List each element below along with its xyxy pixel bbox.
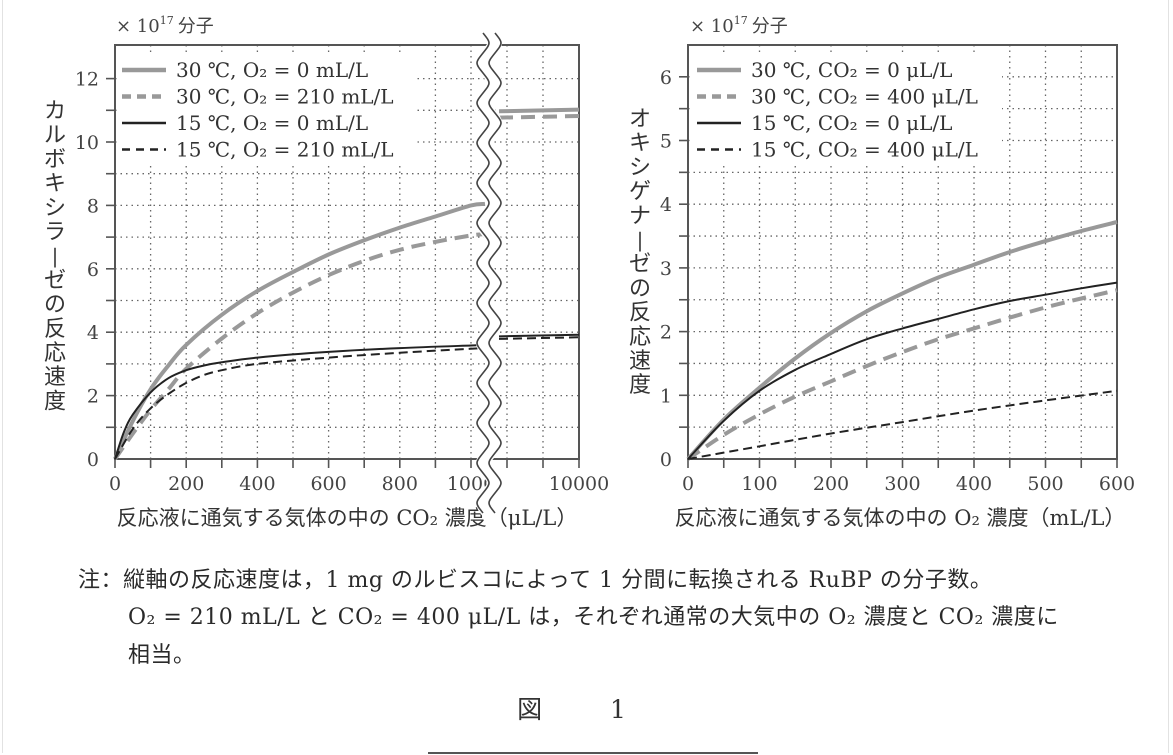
y-axis-title-char: ゼ bbox=[629, 252, 651, 277]
x-tick-label: 100 bbox=[741, 473, 777, 495]
y-tick-label: 5 bbox=[660, 131, 672, 153]
x-tick-label: 400 bbox=[956, 473, 992, 495]
x-tick-label: 800 bbox=[382, 473, 418, 495]
x-axis-title: 反応液に通気する気体の中の CO₂ 濃度（μL/L） bbox=[117, 506, 578, 530]
y-axis-title-char: 応 bbox=[629, 325, 651, 350]
x-tick-label: 0 bbox=[682, 473, 694, 495]
series-line bbox=[113, 232, 486, 461]
y-axis-title-char: ボ bbox=[44, 147, 66, 172]
legend-label: 30 ℃, CO₂ = 400 μL/L bbox=[751, 85, 978, 109]
series-line bbox=[687, 281, 1118, 460]
note-line-3: 相当。 bbox=[128, 643, 196, 668]
y-tick-label: 6 bbox=[87, 259, 99, 281]
series-line bbox=[687, 389, 1118, 460]
legend-label: 30 ℃, O₂ = 0 mL/L bbox=[176, 58, 368, 82]
x-tick-label: 300 bbox=[884, 473, 920, 495]
y-tick-label: 0 bbox=[660, 449, 672, 471]
y-axis-title-char: カ bbox=[44, 99, 66, 124]
y-axis-title-char: 反 bbox=[629, 301, 651, 326]
note-line-1: 注：縦軸の反応速度は，1 mg のルビスコによって 1 分間に転換される RuB… bbox=[78, 568, 993, 593]
axis-break-band bbox=[476, 28, 502, 518]
y-axis-title-char: 速 bbox=[44, 365, 66, 390]
y-axis-title-char: ル bbox=[44, 123, 66, 148]
legend-label: 15 ℃, O₂ = 0 mL/L bbox=[176, 111, 368, 135]
y-axis-title-char: 度 bbox=[629, 373, 651, 398]
legend-label: 15 ℃, CO₂ = 0 μL/L bbox=[751, 111, 952, 135]
y-axis-title-char: ゲ bbox=[629, 180, 651, 205]
series-line-tail bbox=[498, 336, 580, 340]
y-tick-label: 4 bbox=[87, 322, 99, 344]
y-axis-title-char: の bbox=[629, 276, 651, 301]
y-tick-label: 2 bbox=[87, 386, 99, 408]
y-axis-title-char: ゼ bbox=[44, 268, 66, 293]
legend-label: 30 ℃, CO₂ = 0 μL/L bbox=[751, 58, 952, 82]
legend-label: 30 ℃, O₂ = 210 mL/L bbox=[176, 85, 394, 109]
unit-label: × 1017 分子 bbox=[690, 14, 788, 37]
x-tick-label: 600 bbox=[1099, 473, 1135, 495]
series-line-tail bbox=[498, 107, 580, 114]
x-tick-label: 200 bbox=[168, 473, 204, 495]
note-line-2: O₂ = 210 mL/L と CO₂ = 400 μL/L は，それぞれ通常の… bbox=[128, 605, 1059, 630]
series-line-tail bbox=[498, 114, 580, 120]
legend-panel bbox=[692, 52, 1002, 164]
y-tick-label: 8 bbox=[87, 195, 99, 217]
y-tick-label: 1 bbox=[660, 385, 672, 407]
y-axis-title-char: ラ bbox=[44, 220, 66, 245]
y-tick-label: 12 bbox=[75, 69, 99, 91]
x-tick-label: 600 bbox=[310, 473, 346, 495]
series-line bbox=[114, 347, 486, 460]
x-axis-title: 反応液に通気する気体の中の O₂ 濃度（mL/L） bbox=[675, 506, 1126, 530]
series-line bbox=[114, 344, 486, 460]
x-tick-label: 200 bbox=[813, 473, 849, 495]
oxygenase-chart: 0 1 2 3 4 5 6 0 100 200 300 400 500 600 × 1017 分子オキシゲナ|… bbox=[629, 14, 1135, 530]
x-tick-label: 10000 bbox=[549, 473, 609, 495]
legend-label: 15 ℃, O₂ = 210 mL/L bbox=[176, 138, 394, 162]
y-tick-label: 3 bbox=[660, 258, 672, 280]
y-axis-title-char: 速 bbox=[629, 349, 651, 374]
y-axis-title-char: キ bbox=[44, 172, 66, 197]
y-axis-title-char: シ bbox=[44, 196, 66, 221]
series-line bbox=[113, 201, 486, 460]
y-tick-label: 2 bbox=[660, 322, 672, 344]
y-tick-label: 4 bbox=[660, 194, 672, 216]
x-tick-label: 0 bbox=[109, 473, 121, 495]
axis-break-right-edge bbox=[488, 32, 502, 514]
series-line-tail bbox=[498, 333, 580, 338]
y-tick-label: 0 bbox=[87, 449, 99, 471]
y-axis-title-char: 応 bbox=[44, 341, 66, 366]
legend-panel bbox=[119, 52, 415, 164]
y-axis-title-char: オ bbox=[629, 107, 651, 132]
y-axis-title-char: シ bbox=[629, 155, 651, 180]
legend-label: 15 ℃, CO₂ = 400 μL/L bbox=[751, 138, 978, 162]
y-axis-title-char: の bbox=[44, 293, 66, 318]
y-axis-title-char: 反 bbox=[44, 317, 66, 342]
x-tick-label: 500 bbox=[1027, 473, 1063, 495]
x-tick-label: 400 bbox=[239, 473, 275, 495]
y-axis-title-char: ナ bbox=[629, 204, 651, 229]
series-line bbox=[686, 220, 1118, 461]
unit-label: × 1017 分子 bbox=[116, 14, 214, 37]
y-tick-label: 10 bbox=[75, 132, 99, 154]
y-axis-title-char: 度 bbox=[44, 389, 66, 414]
y-axis-title-char: | bbox=[637, 228, 644, 253]
y-axis-title-char: | bbox=[52, 244, 59, 269]
axis-break-left-edge bbox=[476, 32, 490, 514]
bottom-rule bbox=[428, 752, 758, 754]
y-tick-label: 6 bbox=[660, 67, 672, 89]
y-axis-title-char: キ bbox=[629, 131, 651, 156]
figure-caption: 図 1 bbox=[517, 695, 656, 724]
